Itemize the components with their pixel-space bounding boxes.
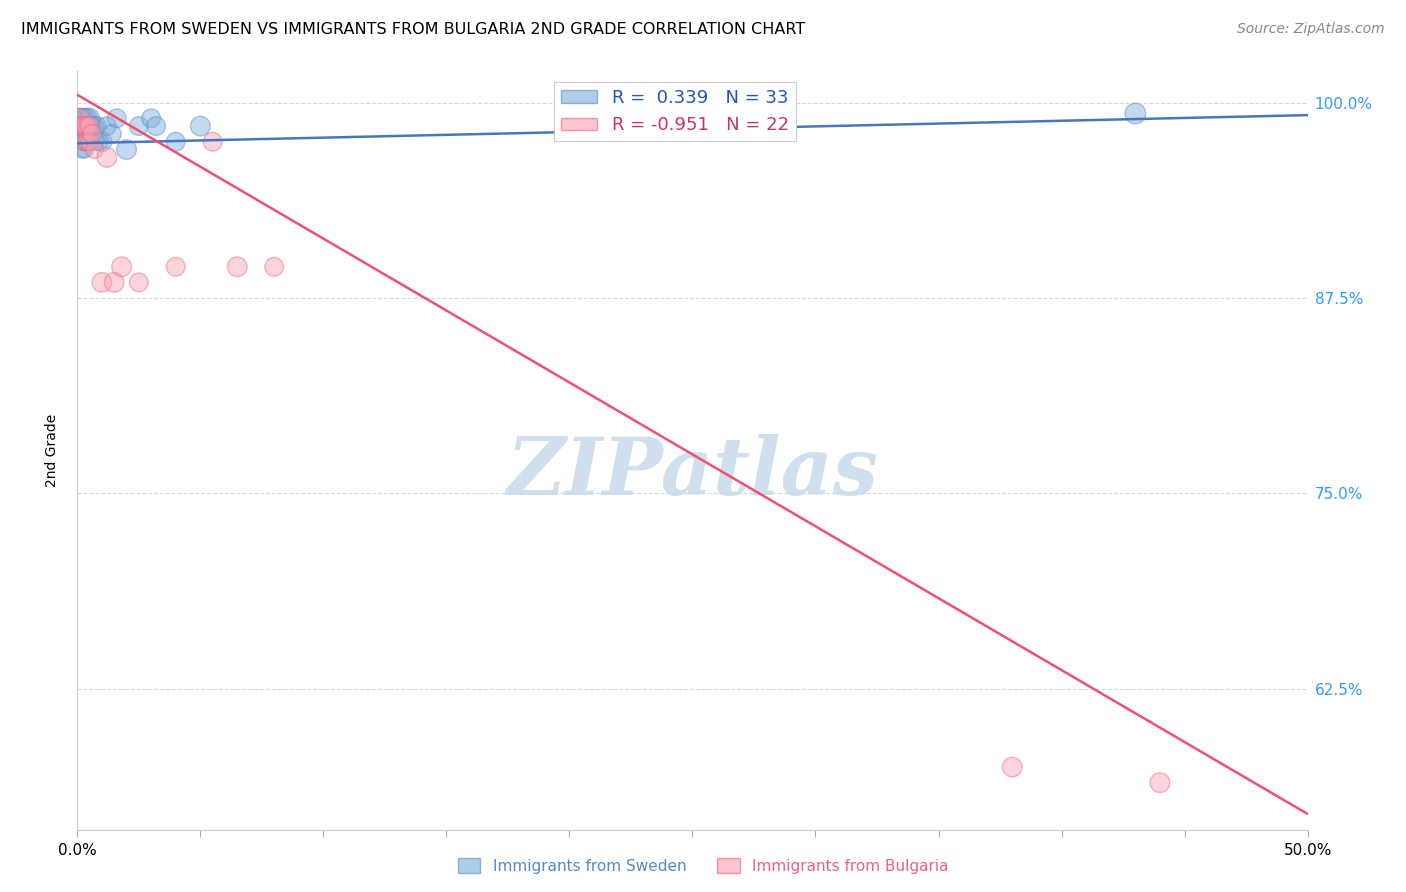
Point	[79, 119, 101, 133]
Point	[103, 276, 125, 290]
Point	[73, 135, 96, 149]
Point	[69, 119, 91, 133]
Point	[73, 135, 96, 149]
Point	[79, 112, 101, 126]
Point	[90, 135, 114, 149]
Point	[83, 135, 105, 149]
Point	[73, 112, 96, 126]
Point	[76, 135, 98, 149]
Point	[1149, 775, 1171, 789]
Point	[82, 127, 104, 141]
Point	[70, 127, 93, 141]
Point	[96, 150, 118, 164]
Point	[165, 260, 187, 274]
Point	[79, 127, 101, 141]
Point	[70, 135, 93, 149]
Point	[1001, 760, 1024, 774]
Point	[105, 112, 128, 126]
Point	[79, 135, 101, 149]
Point	[89, 135, 111, 149]
Point	[70, 112, 93, 126]
Point	[76, 135, 98, 149]
Point	[82, 119, 104, 133]
Point	[76, 112, 98, 126]
Y-axis label: 2nd Grade: 2nd Grade	[45, 414, 59, 487]
Point	[145, 119, 167, 133]
Point	[76, 119, 98, 133]
Point	[201, 135, 224, 149]
Point	[115, 143, 138, 157]
Point	[111, 260, 132, 274]
Point	[73, 119, 96, 133]
Text: Source: ZipAtlas.com: Source: ZipAtlas.com	[1237, 22, 1385, 37]
Point	[128, 119, 150, 133]
Point	[96, 119, 118, 133]
Text: ZIPatlas: ZIPatlas	[506, 434, 879, 512]
Text: IMMIGRANTS FROM SWEDEN VS IMMIGRANTS FROM BULGARIA 2ND GRADE CORRELATION CHART: IMMIGRANTS FROM SWEDEN VS IMMIGRANTS FRO…	[21, 22, 806, 37]
Point	[73, 143, 96, 157]
Point	[73, 119, 96, 133]
Point	[70, 143, 93, 157]
Point	[76, 127, 98, 141]
Point	[755, 112, 778, 126]
Point	[90, 276, 114, 290]
Point	[69, 112, 91, 126]
Point	[101, 127, 124, 141]
Point	[69, 119, 91, 133]
Point	[1125, 106, 1147, 120]
Point	[263, 260, 285, 274]
Point	[86, 119, 108, 133]
Point	[188, 119, 212, 133]
Point	[165, 135, 187, 149]
Point	[83, 143, 105, 157]
Legend: R =  0.339   N = 33, R = -0.951   N = 22: R = 0.339 N = 33, R = -0.951 N = 22	[554, 82, 796, 141]
Point	[141, 112, 163, 126]
Point	[83, 119, 105, 133]
Legend: Immigrants from Sweden, Immigrants from Bulgaria: Immigrants from Sweden, Immigrants from …	[451, 852, 955, 880]
Point	[128, 276, 150, 290]
Point	[69, 112, 91, 126]
Point	[70, 119, 93, 133]
Point	[226, 260, 249, 274]
Point	[69, 127, 91, 141]
